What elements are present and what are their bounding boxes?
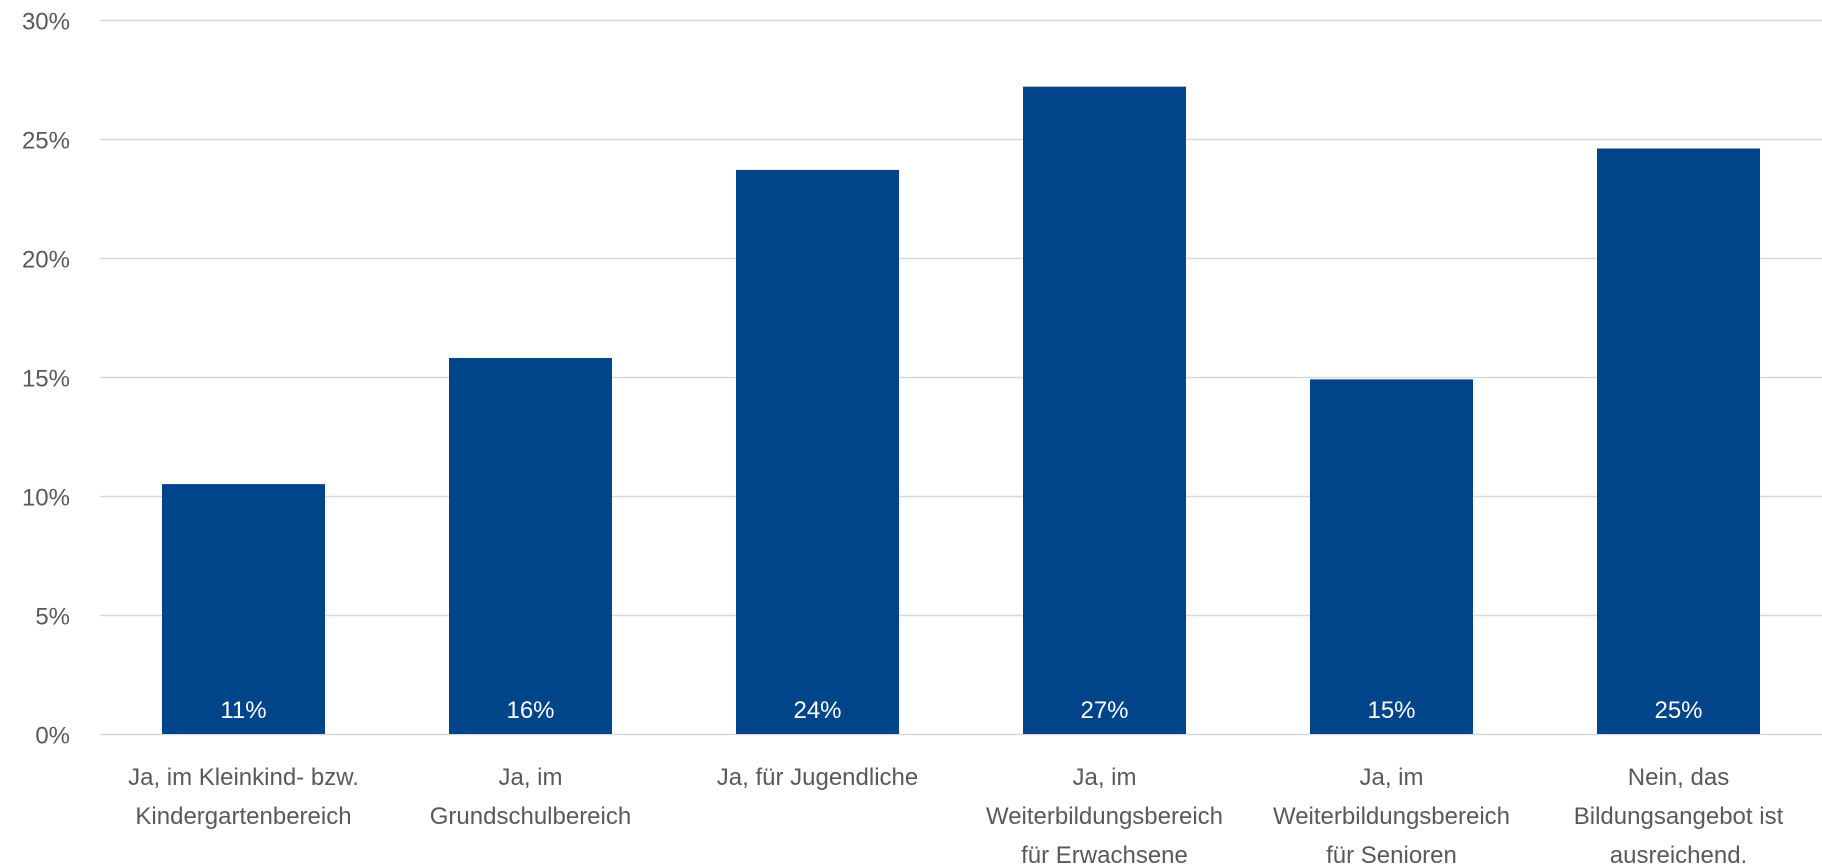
bars: [162, 86, 1760, 734]
gridlines: [100, 19, 1822, 736]
x-axis-category-labels: Ja, im Kleinkind- bzw. Kindergartenbereic…: [128, 764, 1784, 868]
bar: [449, 357, 612, 734]
x-category-label: Ja, im Weiterbildungsbereich für Senioren: [1273, 764, 1510, 863]
x-category-label: Ja, für Jugendliche: [717, 764, 918, 791]
x-category-label: Ja, im Grundschulbereich: [430, 764, 631, 830]
bar: [1310, 379, 1473, 734]
y-axis-tick-labels: 0% 5% 10% 15% 20% 25% 30%: [22, 9, 70, 750]
data-label: 24%: [793, 697, 841, 724]
data-labels: 11% 16% 24% 27% 15% 25%: [220, 697, 1702, 724]
y-tick-label: 15%: [22, 366, 70, 393]
y-tick-label: 10%: [22, 485, 70, 512]
x-category-label: Nein, das Bildungsangebot ist ausreichend.: [1574, 764, 1784, 863]
x-category-label: Ja, im Weiterbildungsbereich für Erwachsen…: [986, 764, 1223, 863]
bar: [1597, 148, 1760, 734]
y-tick-label: 5%: [35, 604, 70, 631]
data-label: 15%: [1367, 697, 1415, 724]
data-label: 27%: [1080, 697, 1128, 724]
data-label: 25%: [1654, 697, 1702, 724]
data-label: 16%: [506, 697, 554, 724]
y-tick-label: 25%: [22, 128, 70, 155]
data-label: 11%: [220, 697, 266, 724]
bar: [736, 169, 899, 734]
bar: [1023, 86, 1186, 734]
y-tick-label: 30%: [22, 9, 70, 36]
bar: [162, 484, 325, 734]
y-tick-label: 0%: [35, 723, 70, 750]
x-category-label: Ja, im Kleinkind- bzw. Kindergartenbereic…: [128, 764, 359, 830]
y-tick-label: 20%: [22, 247, 70, 274]
